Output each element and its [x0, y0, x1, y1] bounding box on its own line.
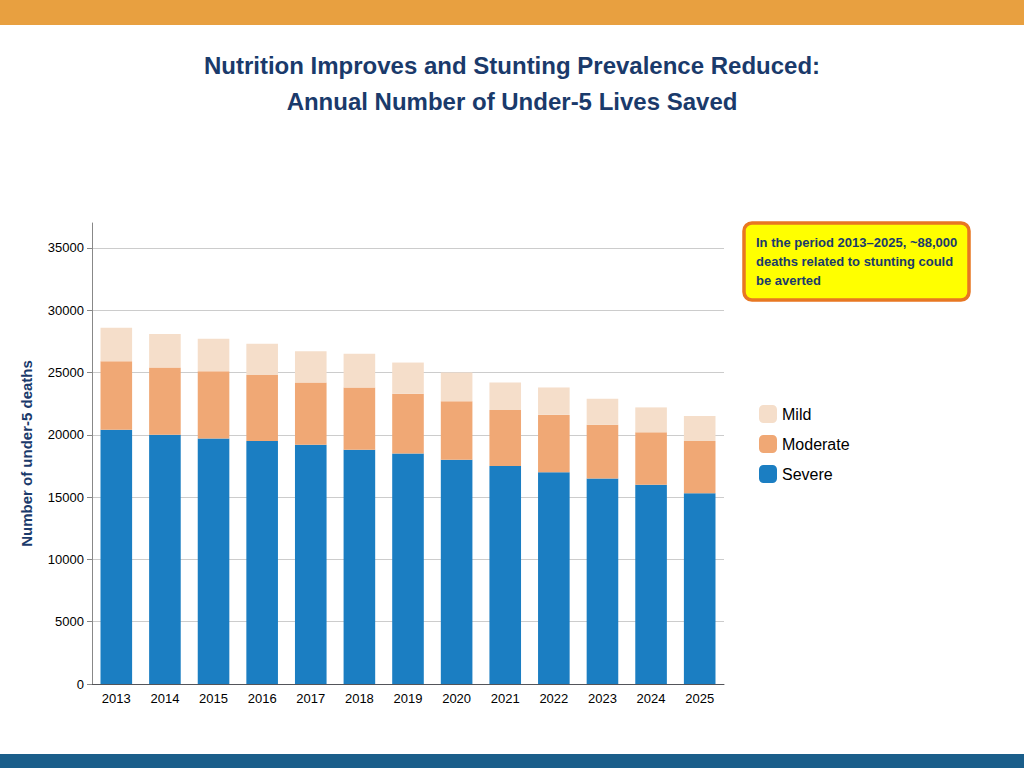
svg-text:2017: 2017 [296, 691, 325, 706]
svg-text:Moderate: Moderate [782, 436, 850, 453]
svg-text:Nutrition Improves and Stuntin: Nutrition Improves and Stunting Prevalen… [204, 52, 820, 79]
svg-text:be averted: be averted [756, 273, 821, 288]
svg-text:deaths related to stunting cou: deaths related to stunting could [756, 254, 953, 269]
svg-text:Severe: Severe [782, 466, 833, 483]
svg-text:2014: 2014 [150, 691, 179, 706]
svg-text:5000: 5000 [55, 614, 84, 629]
svg-text:2016: 2016 [248, 691, 277, 706]
svg-text:Mild: Mild [782, 406, 811, 423]
svg-text:2018: 2018 [345, 691, 374, 706]
svg-text:2025: 2025 [685, 691, 714, 706]
svg-text:35000: 35000 [48, 240, 84, 255]
svg-text:2024: 2024 [637, 691, 666, 706]
svg-text:0: 0 [77, 677, 84, 692]
svg-text:20000: 20000 [48, 427, 84, 442]
svg-text:2022: 2022 [539, 691, 568, 706]
svg-text:15000: 15000 [48, 490, 84, 505]
svg-text:25000: 25000 [48, 365, 84, 380]
svg-text:2021: 2021 [491, 691, 520, 706]
svg-text:In the period 2013–2025, ~88,0: In the period 2013–2025, ~88,000 [756, 235, 957, 250]
svg-text:Number of under-5 deaths: Number of under-5 deaths [18, 360, 35, 547]
svg-text:30000: 30000 [48, 303, 84, 318]
svg-text:10000: 10000 [48, 552, 84, 567]
svg-text:2015: 2015 [199, 691, 228, 706]
svg-text:Annual Number of Under-5 Lives: Annual Number of Under-5 Lives Saved [287, 88, 738, 115]
svg-text:2023: 2023 [588, 691, 617, 706]
svg-text:2020: 2020 [442, 691, 471, 706]
svg-text:2019: 2019 [394, 691, 423, 706]
svg-text:2013: 2013 [102, 691, 131, 706]
